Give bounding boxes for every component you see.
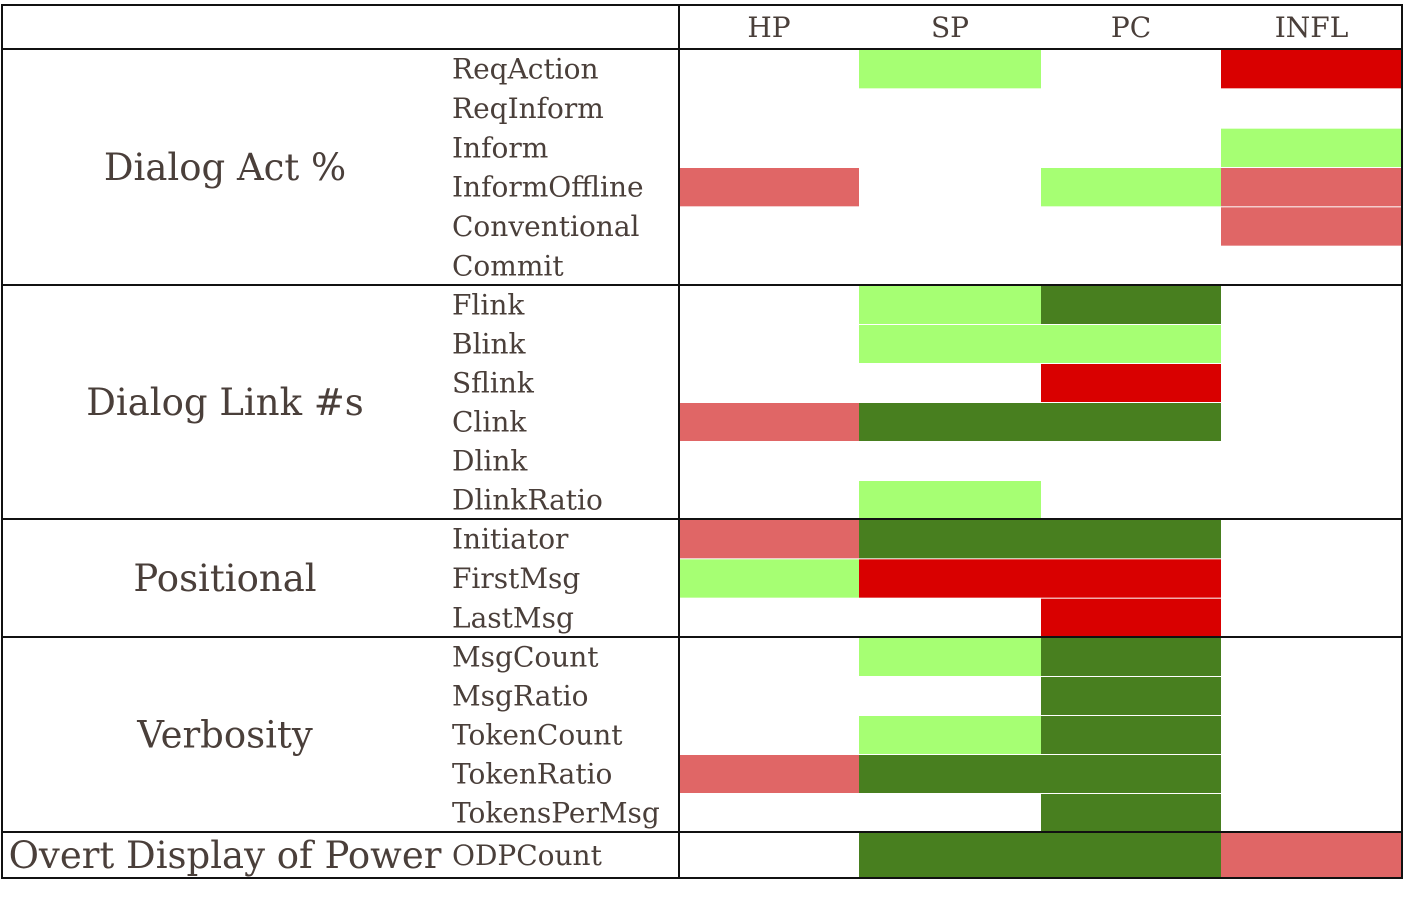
cell-msgcount-pc: [1041, 638, 1221, 676]
cell-informoffline-infl: [1221, 168, 1402, 207]
feature-label-blink: Blink: [452, 328, 527, 361]
cell-initiator-hp: [679, 520, 859, 559]
group-label-dialog-act: Dialog Act %: [104, 146, 346, 189]
cell-tokenratio-pc: [1041, 755, 1221, 793]
feature-label-tokenratio: TokenRatio: [452, 758, 612, 791]
cell-tokenratio-sp: [859, 755, 1041, 793]
feature-label-flink: Flink: [452, 289, 525, 322]
cell-reqaction-infl: [1221, 50, 1402, 89]
cell-clink-pc: [1041, 403, 1221, 441]
column-header-hp: HP: [747, 11, 790, 44]
cell-tokenratio-hp: [679, 755, 859, 793]
cell-msgratio-pc: [1041, 677, 1221, 715]
cell-tokenspermsg-pc: [1041, 794, 1221, 832]
group-label-positional: Positional: [133, 557, 316, 600]
group-label-dialog-link-s: Dialog Link #s: [86, 381, 364, 424]
feature-label-commit: Commit: [452, 249, 564, 282]
group-label-verbosity: Verbosity: [136, 714, 313, 757]
feature-label-dlink: Dlink: [452, 445, 528, 478]
feature-label-sflink: Sflink: [452, 367, 535, 400]
cell-blink-sp: [859, 325, 1041, 363]
group-label-overt-display-of-power: Overt Display of Power: [9, 834, 442, 877]
feature-label-firstmsg: FirstMsg: [452, 562, 580, 595]
cell-dlinkratio-sp: [859, 481, 1041, 519]
feature-label-msgcount: MsgCount: [452, 641, 599, 674]
cell-tokencount-pc: [1041, 716, 1221, 754]
cell-clink-sp: [859, 403, 1041, 441]
feature-label-reqinform: ReqInform: [452, 92, 604, 125]
feature-label-informoffline: InformOffline: [452, 171, 644, 204]
feature-label-msgratio: MsgRatio: [452, 680, 588, 713]
cell-tokencount-sp: [859, 716, 1041, 754]
feature-label-odpcount: ODPCount: [452, 839, 603, 872]
cell-initiator-pc: [1041, 520, 1221, 559]
column-header-infl: INFL: [1275, 11, 1349, 44]
cell-reqaction-sp: [859, 50, 1041, 89]
cell-odpcount-pc: [1041, 833, 1221, 878]
cell-firstmsg-hp: [679, 559, 859, 598]
cell-blink-pc: [1041, 325, 1221, 363]
cell-clink-hp: [679, 403, 859, 441]
cell-initiator-sp: [859, 520, 1041, 559]
cell-conventional-infl: [1221, 207, 1402, 246]
feature-label-dlinkratio: DlinkRatio: [452, 484, 603, 517]
cell-odpcount-sp: [859, 833, 1041, 878]
cell-flink-sp: [859, 286, 1041, 324]
cell-inform-infl: [1221, 128, 1402, 167]
cell-firstmsg-pc: [1041, 559, 1221, 598]
cell-lastmsg-pc: [1041, 598, 1221, 637]
column-header-sp: SP: [931, 11, 969, 44]
cell-msgcount-sp: [859, 638, 1041, 676]
feature-label-inform: Inform: [452, 131, 548, 164]
cell-odpcount-infl: [1221, 833, 1402, 878]
feature-label-initiator: Initiator: [452, 523, 569, 556]
cell-flink-pc: [1041, 286, 1221, 324]
feature-label-conventional: Conventional: [452, 210, 640, 243]
cell-sflink-pc: [1041, 364, 1221, 402]
column-header-pc: PC: [1111, 11, 1151, 44]
feature-label-reqaction: ReqAction: [452, 53, 599, 86]
feature-label-clink: Clink: [452, 406, 527, 439]
feature-label-lastmsg: LastMsg: [452, 601, 574, 634]
cell-informoffline-pc: [1041, 168, 1221, 207]
cell-informoffline-hp: [679, 168, 859, 207]
feature-label-tokencount: TokenCount: [452, 719, 623, 752]
cell-firstmsg-sp: [859, 559, 1041, 598]
feature-label-tokenspermsg: TokensPerMsg: [452, 797, 660, 830]
table-border: [1, 4, 1403, 879]
